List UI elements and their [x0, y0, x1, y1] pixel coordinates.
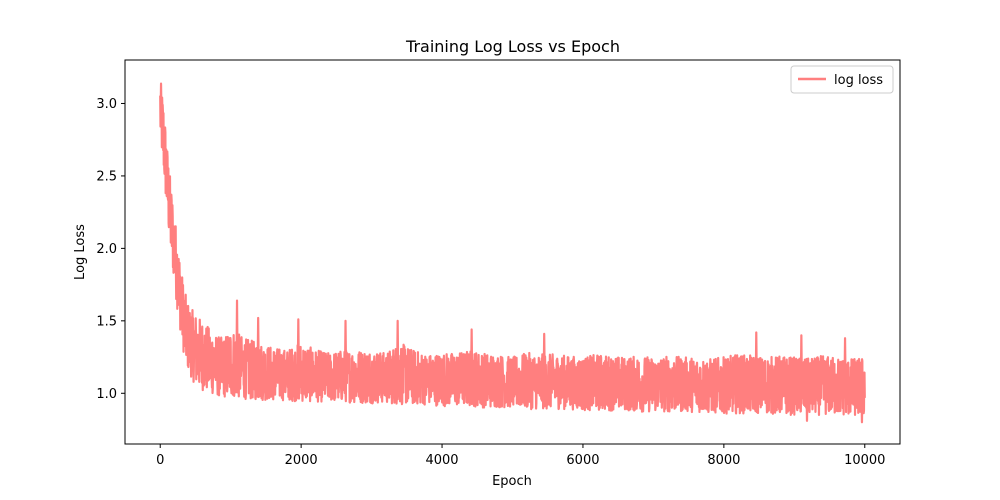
- x-axis-ticks: 0 2000 4000 6000 8000 10000: [156, 444, 885, 468]
- chart-title: Training Log Loss vs Epoch: [405, 37, 620, 56]
- x-tick-label: 0: [156, 453, 164, 468]
- y-tick-label: 2.5: [96, 169, 117, 184]
- data-layer: [159, 82, 866, 424]
- y-tick-label: 2.0: [96, 242, 117, 257]
- legend: log loss: [790, 65, 894, 94]
- x-tick-label: 2000: [285, 453, 318, 468]
- x-axis-label: Epoch: [492, 474, 532, 489]
- plot-area: [124, 59, 901, 445]
- x-tick-label: 8000: [707, 453, 740, 468]
- legend-box: [790, 65, 894, 94]
- y-axis-ticks: 1.0 1.5 2.0 2.5 3.0: [96, 97, 125, 402]
- x-tick-label: 6000: [566, 453, 599, 468]
- legend-label-log-loss: log loss: [834, 73, 883, 88]
- y-tick-label: 3.0: [96, 97, 117, 112]
- y-axis-label: Log Loss: [73, 224, 88, 280]
- x-tick-label: 10000: [844, 453, 885, 468]
- axes-frame: [124, 59, 901, 445]
- y-tick-label: 1.0: [96, 387, 117, 402]
- y-tick-label: 1.5: [96, 314, 117, 329]
- x-tick-label: 4000: [425, 453, 458, 468]
- series-line-log-loss: [159, 82, 866, 424]
